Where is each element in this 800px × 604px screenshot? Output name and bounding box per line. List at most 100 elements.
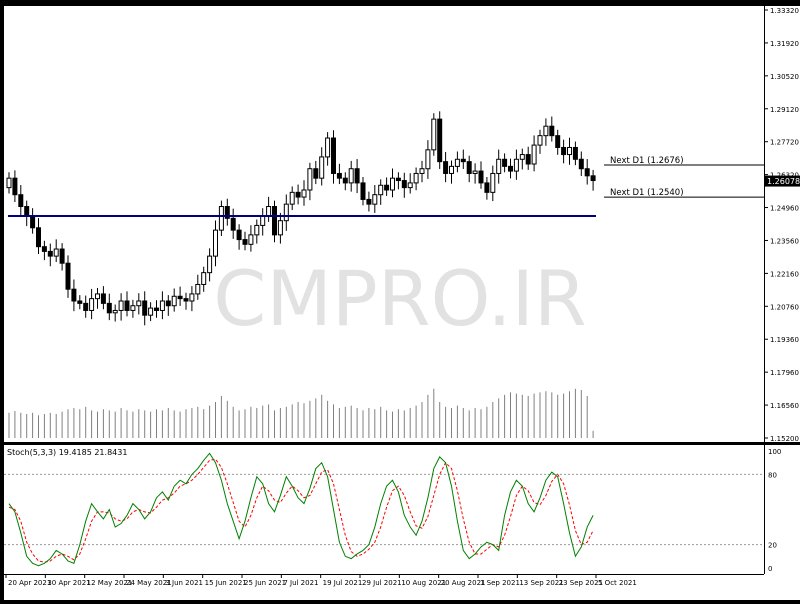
bearish-candle-body: [242, 239, 248, 245]
candle: [171, 288, 177, 312]
bearish-candle-body: [177, 295, 183, 300]
projection-label: Next D1 (1.2540): [610, 188, 684, 198]
stochastic-oscillator: 100 80 20 0: [4, 448, 781, 573]
bullish-candle-body: [53, 248, 59, 257]
candle: [331, 130, 336, 184]
time-tick-label: 10 Aug 2021: [401, 579, 446, 587]
candle: [236, 224, 242, 250]
candle: [384, 177, 390, 196]
time-tick-label: 5 Oct 2021: [598, 579, 637, 587]
bearish-candle-body: [572, 146, 578, 160]
candle: [378, 179, 384, 205]
candle: [148, 302, 154, 322]
projection-lines[interactable]: Next D1 (1.2676) Next D1 (1.2540): [604, 156, 764, 198]
bearish-candle-body: [142, 300, 148, 316]
time-tick-label: 30 Apr 2021: [47, 579, 90, 587]
bearish-candle-body: [555, 135, 561, 148]
bearish-candle-body: [24, 206, 30, 217]
bullish-candle-body: [543, 125, 549, 137]
candle: [77, 295, 83, 310]
candle: [366, 191, 372, 212]
projection-label: Next D1 (1.2676): [610, 156, 684, 166]
candlesticks: [6, 111, 596, 326]
bearish-candle-body: [154, 307, 159, 311]
time-scale-background: [4, 574, 800, 600]
time-tick-label: 1 Sep 2021: [480, 579, 520, 587]
time-tick-label: 29 Jul 2021: [362, 579, 402, 587]
stochastic-scale-background: [764, 445, 800, 574]
bullish-candle-body: [390, 177, 395, 191]
candle: [354, 159, 360, 194]
candle: [425, 140, 431, 179]
bearish-candle-body: [41, 246, 47, 252]
candle: [283, 194, 289, 231]
bearish-candle-body: [590, 175, 596, 182]
bearish-candle-body: [59, 248, 65, 264]
candle: [561, 139, 567, 164]
candle: [130, 299, 136, 318]
candle: [336, 163, 342, 185]
price-tick-label: 1.19360: [770, 336, 799, 344]
bearish-candle-body: [124, 300, 130, 311]
bearish-candle-body: [437, 118, 443, 163]
candle: [254, 219, 260, 244]
candle: [142, 291, 148, 326]
time-tick-label: 19 Jul 2021: [323, 579, 363, 587]
bullish-candle-body: [301, 189, 307, 198]
candle: [83, 295, 89, 318]
bullish-candle-body: [248, 234, 254, 245]
candle: [248, 225, 254, 252]
candle: [372, 185, 378, 213]
candle: [525, 146, 531, 170]
bearish-candle-body: [230, 217, 236, 231]
bullish-candle-body: [513, 158, 519, 172]
bearish-candle-body: [30, 215, 36, 229]
time-tick-label: 20 Apr 2021: [8, 579, 51, 587]
time-tick-label: 15 Jun 2021: [205, 579, 247, 587]
bullish-candle-body: [419, 168, 425, 174]
candle: [95, 288, 100, 309]
bearish-candle-body: [77, 300, 83, 304]
candle: [348, 160, 354, 192]
candle: [537, 129, 543, 154]
bearish-candle-body: [18, 194, 24, 208]
candle: [118, 293, 124, 321]
bearish-candle-body: [100, 293, 106, 304]
bearish-candle-body: [484, 182, 490, 193]
main-pane-background: [4, 6, 764, 442]
candle: [201, 266, 207, 292]
stochastic-tick-label: 0: [768, 565, 772, 573]
bullish-candle-body: [95, 293, 100, 300]
bullish-candle-body: [218, 206, 224, 231]
candle: [549, 116, 555, 142]
candle: [567, 137, 572, 165]
candle: [165, 295, 171, 316]
candle: [301, 180, 307, 206]
candle: [47, 243, 53, 267]
candle: [307, 162, 313, 201]
price-tick-label: 1.23560: [770, 237, 799, 245]
candle: [543, 118, 549, 146]
candle: [395, 172, 401, 190]
bearish-candle-body: [525, 154, 531, 165]
candle: [413, 167, 419, 191]
bullish-candle-body: [531, 144, 537, 165]
candle: [12, 170, 18, 203]
price-tick-label: 1.30520: [770, 73, 799, 81]
watermark-text: CMPRO.IR: [213, 254, 586, 343]
bullish-candle-body: [277, 220, 283, 236]
price-tick-label: 1.20760: [770, 303, 799, 311]
bullish-candle-body: [425, 149, 431, 170]
candle: [53, 239, 59, 263]
bullish-candle-body: [283, 203, 289, 222]
candle: [325, 132, 331, 166]
candle: [360, 176, 366, 206]
candle: [572, 141, 578, 166]
candle: [159, 291, 165, 320]
candle: [189, 286, 195, 312]
bullish-candle-body: [130, 305, 136, 311]
bearish-candle-body: [83, 302, 89, 311]
